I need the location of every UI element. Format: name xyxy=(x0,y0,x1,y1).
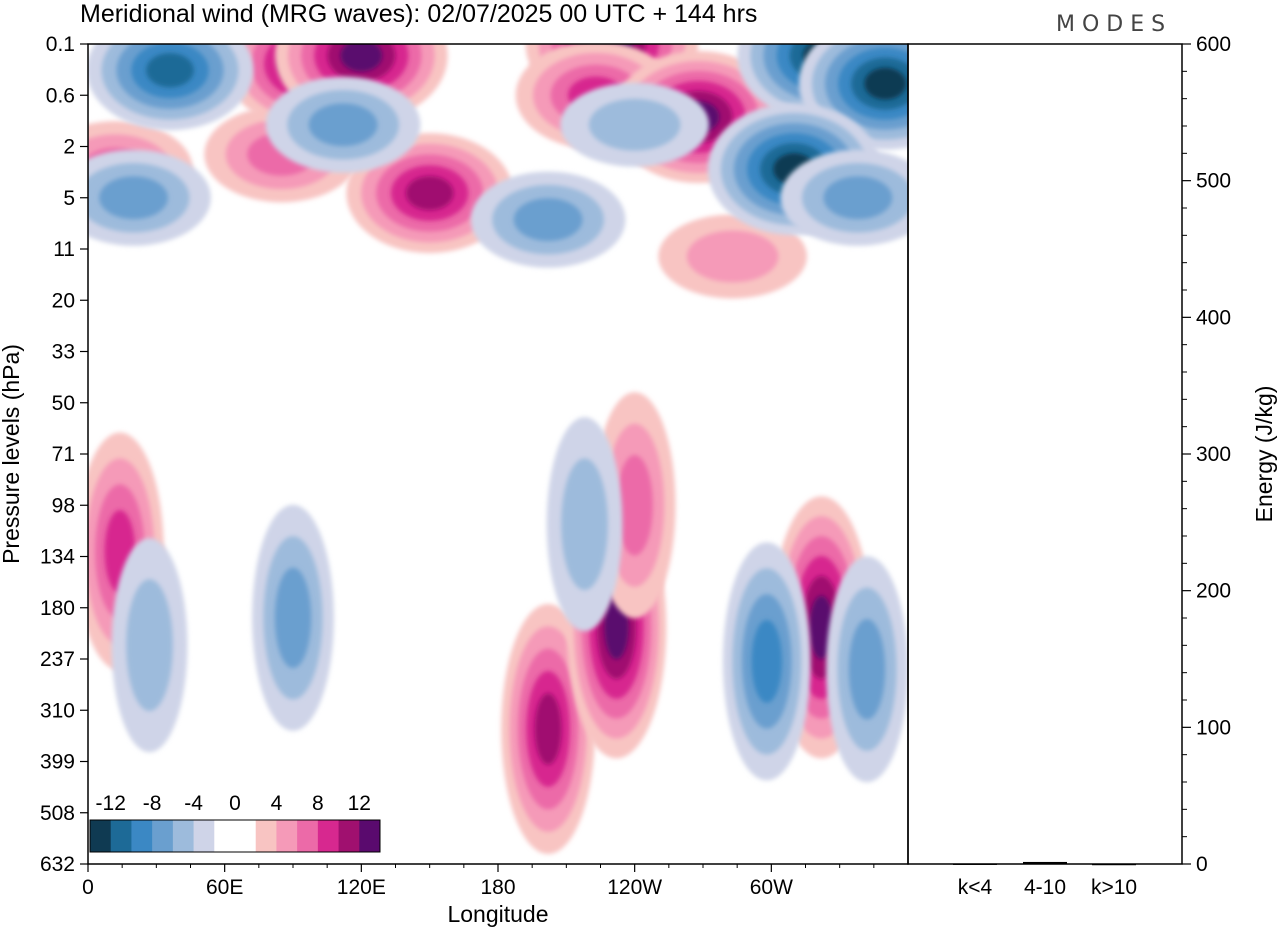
x-tick-label: 180 xyxy=(480,876,515,899)
colorbar-label: 0 xyxy=(229,792,241,815)
energy-tick-label: 500 xyxy=(1196,170,1231,193)
energy-category-label: 4-10 xyxy=(1024,876,1066,899)
y-axis: 0.1 0.6 2 5 11 20 33 50 71 98 134 180 237 310 399 508 63… xyxy=(40,33,88,876)
energy-bar xyxy=(1092,863,1136,866)
colorbar-swatch xyxy=(214,820,236,852)
colorbar-swatch xyxy=(276,820,298,852)
positive-wind-contour xyxy=(340,44,383,72)
chart-title: Meridional wind (MRG waves): 02/07/2025 … xyxy=(80,0,757,28)
negative-wind-contour xyxy=(146,53,194,88)
colorbar-swatch xyxy=(235,820,257,852)
energy-category-label: k>10 xyxy=(1091,876,1137,899)
negative-wind-contour xyxy=(823,176,893,220)
colorbar-label: -8 xyxy=(143,792,162,815)
colorbar-frame xyxy=(89,819,381,853)
energy-tick-label: 100 xyxy=(1196,716,1231,739)
energy-tick-label: 200 xyxy=(1196,580,1231,603)
heatmap-field xyxy=(88,44,908,855)
colorbar-swatch xyxy=(338,820,360,852)
energy-y-axis: 0 100 200 300 400 500 600 xyxy=(1182,33,1231,876)
energy-bar xyxy=(953,863,997,865)
y-tick-label: 11 xyxy=(53,238,75,261)
x-tick-label: 60W xyxy=(750,876,793,899)
negative-wind-contour xyxy=(126,579,173,711)
y-tick-label: 134 xyxy=(40,546,75,569)
colorbar-swatch xyxy=(131,820,153,852)
negative-wind-contour xyxy=(848,618,886,720)
energy-bars xyxy=(953,861,1136,866)
negative-wind-contour xyxy=(864,67,907,100)
y-tick-label: 180 xyxy=(40,597,75,620)
y-tick-label: 0.6 xyxy=(46,84,75,107)
negative-wind-contour xyxy=(588,98,681,151)
positive-wind-contour xyxy=(405,175,454,211)
energy-bar xyxy=(1023,861,1067,864)
y-tick-label: 399 xyxy=(40,751,75,774)
colorbar-label: 4 xyxy=(271,792,283,815)
colorbar-label: -12 xyxy=(96,792,126,815)
colorbar-swatch xyxy=(317,820,340,852)
brand-logo: MODES xyxy=(1056,12,1172,37)
colorbar-label: -4 xyxy=(184,792,203,815)
energy-axis-label: Energy (J/kg) xyxy=(1251,386,1277,523)
y-tick-label: 98 xyxy=(52,494,75,517)
negative-wind-contour xyxy=(561,458,608,591)
y-tick-label: 508 xyxy=(40,802,75,825)
colorbar-label: 12 xyxy=(348,792,371,815)
negative-wind-contour xyxy=(513,198,583,241)
y-tick-label: 310 xyxy=(40,699,75,722)
colorbar-label: 8 xyxy=(312,792,324,815)
colorbar-swatch xyxy=(172,820,195,852)
energy-tick-label: 300 xyxy=(1196,443,1231,466)
colorbar-swatch xyxy=(110,820,132,852)
colorbar-swatch xyxy=(297,820,319,852)
colorbar-swatch xyxy=(359,820,381,852)
colorbar: -12 -8 -4 0 4 8 12 xyxy=(89,792,381,853)
y-tick-label: 632 xyxy=(40,853,75,876)
colorbar-swatch xyxy=(193,820,215,852)
negative-wind-contour xyxy=(751,620,783,703)
colorbar-swatch xyxy=(90,820,112,852)
x-axis: 0 60E 120E 180 120W 60W xyxy=(82,864,875,899)
positive-wind-contour xyxy=(686,230,779,283)
y-tick-label: 5 xyxy=(63,187,75,210)
x-tick-label: 60E xyxy=(206,876,243,899)
x-axis-label: Longitude xyxy=(447,901,548,927)
positive-wind-contour xyxy=(616,455,653,556)
energy-categories: k<4 4-10 k>10 xyxy=(958,876,1137,899)
colorbar-swatch xyxy=(255,820,277,852)
y-tick-label: 2 xyxy=(63,136,75,159)
colorbar-swatch xyxy=(152,820,174,852)
y-tick-label: 71 xyxy=(52,443,75,466)
y-axis-label: Pressure levels (hPa) xyxy=(0,344,24,564)
negative-wind-contour xyxy=(274,567,312,669)
energy-tick-label: 600 xyxy=(1196,33,1231,56)
energy-tick-label: 400 xyxy=(1196,306,1231,329)
y-tick-label: 50 xyxy=(52,392,75,415)
y-tick-label: 20 xyxy=(52,289,75,312)
energy-frame xyxy=(907,43,1183,865)
x-tick-label: 120E xyxy=(337,876,386,899)
y-tick-label: 33 xyxy=(52,341,75,364)
x-tick-label: 120W xyxy=(607,876,662,899)
energy-tick-label: 0 xyxy=(1196,853,1208,876)
energy-category-label: k<4 xyxy=(958,876,993,899)
negative-wind-contour xyxy=(308,103,378,147)
y-tick-label: 0.1 xyxy=(46,33,75,56)
x-tick-label: 0 xyxy=(82,876,94,899)
positive-wind-contour xyxy=(534,693,562,765)
y-tick-label: 237 xyxy=(40,648,75,671)
negative-wind-contour xyxy=(99,176,168,220)
